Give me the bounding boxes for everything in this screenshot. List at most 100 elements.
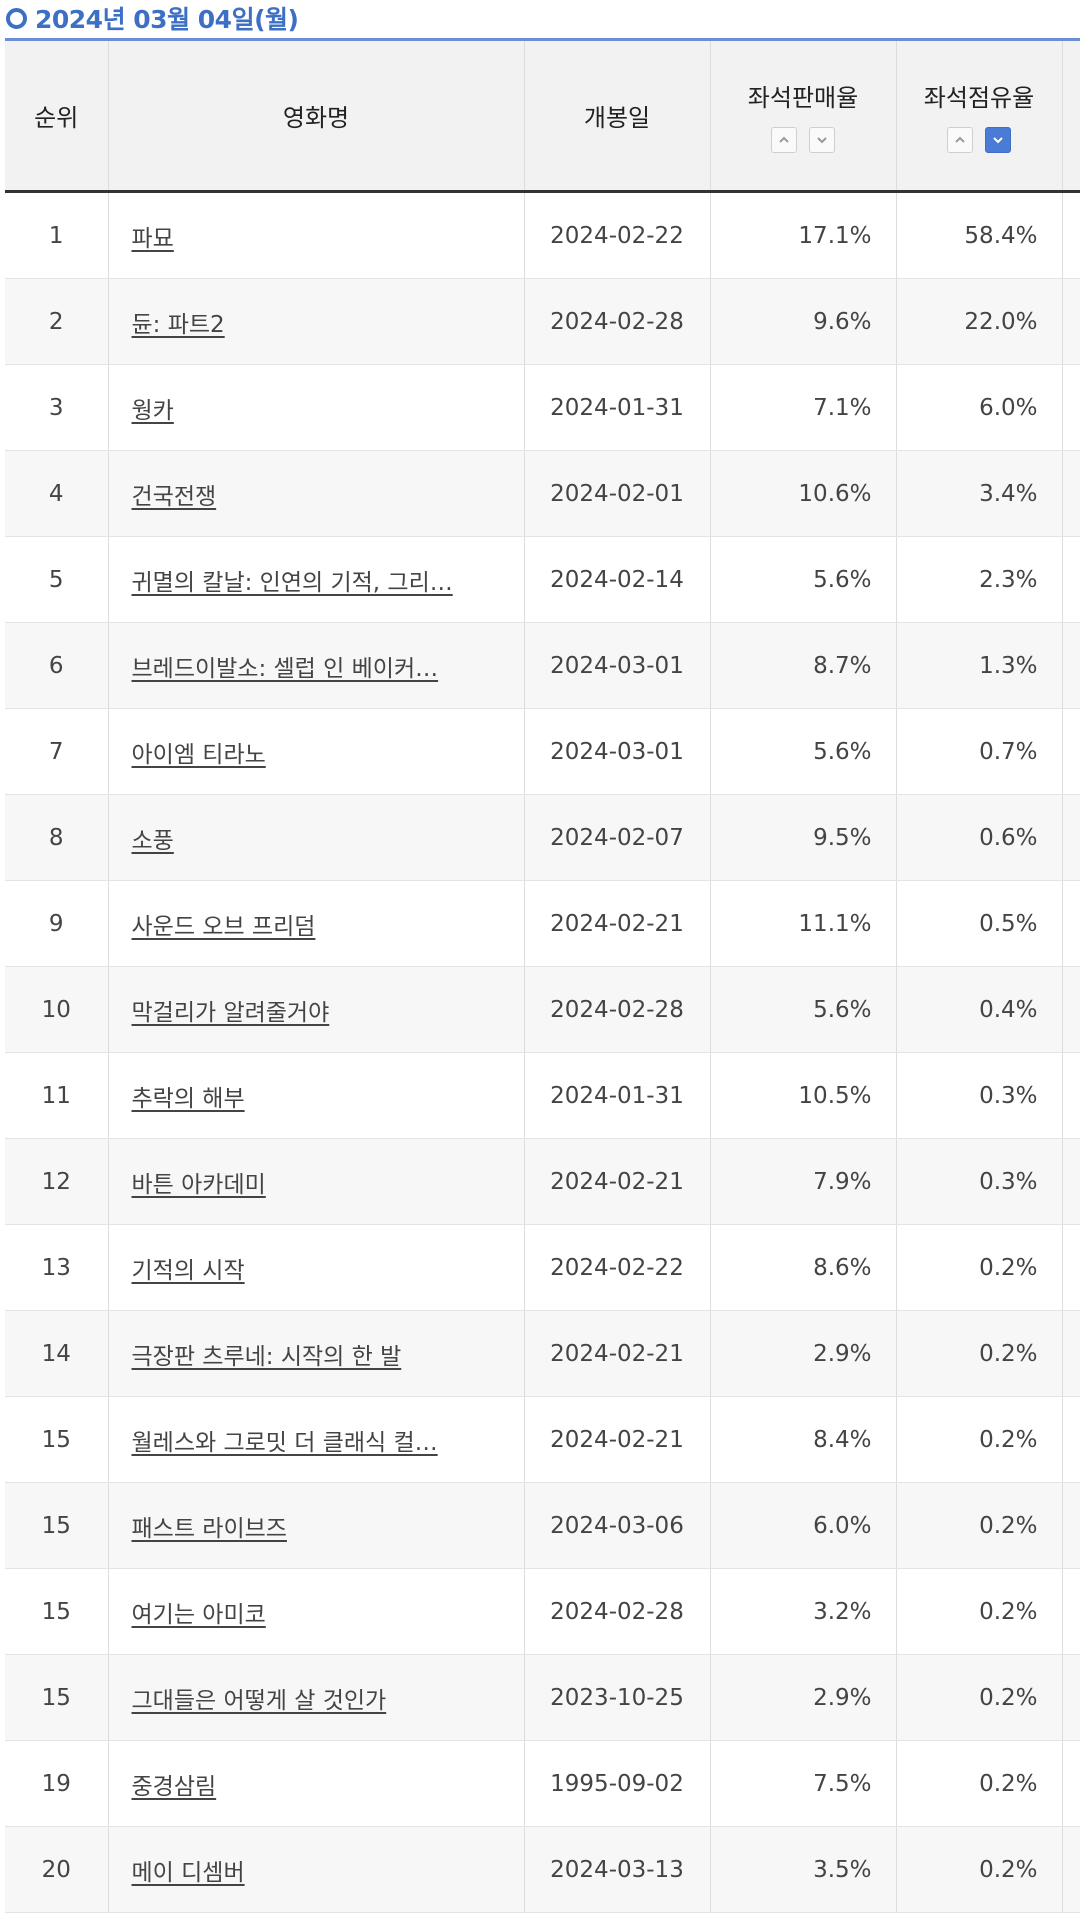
extra-cell bbox=[1062, 622, 1080, 709]
table-row: 15 그대들은 어떻게 살 것인가 2023-10-25 2.9% 0.2% bbox=[5, 1654, 1080, 1741]
extra-cell bbox=[1062, 1826, 1080, 1913]
movie-title-link[interactable]: 월레스와 그로밋 더 클래식 컬… bbox=[131, 1429, 438, 1456]
title-cell: 극장판 츠루네: 시작의 한 발 bbox=[108, 1310, 525, 1397]
release-date-cell: 2024-02-22 bbox=[524, 1224, 711, 1311]
movie-title-link[interactable]: 중경삼림 bbox=[131, 1773, 217, 1800]
movie-title-link[interactable]: 소풍 bbox=[131, 827, 174, 854]
table-row: 11 추락의 해부 2024-01-31 10.5% 0.3% bbox=[5, 1052, 1080, 1139]
movie-title-link[interactable]: 추락의 해부 bbox=[131, 1085, 245, 1112]
table-row: 5 귀멸의 칼날: 인연의 기적, 그리… 2024-02-14 5.6% 2.3% bbox=[5, 536, 1080, 623]
extra-cell bbox=[1062, 536, 1080, 623]
column-header-seat-share-rate: 좌석점유율 bbox=[896, 41, 1063, 193]
movie-title-link[interactable]: 막걸리가 알려줄거야 bbox=[131, 999, 330, 1026]
title-cell: 건국전쟁 bbox=[108, 450, 525, 537]
seat-share-rate-cell: 22.0% bbox=[896, 278, 1063, 365]
rank-cell: 1 bbox=[5, 191, 109, 279]
rank-cell: 3 bbox=[5, 364, 109, 451]
rank-cell: 4 bbox=[5, 450, 109, 537]
title-cell: 귀멸의 칼날: 인연의 기적, 그리… bbox=[108, 536, 525, 623]
movie-title-link[interactable]: 메이 디셈버 bbox=[131, 1859, 245, 1886]
extra-cell bbox=[1062, 880, 1080, 967]
title-cell: 메이 디셈버 bbox=[108, 1826, 525, 1913]
extra-cell bbox=[1062, 794, 1080, 881]
seat-share-rate-cell: 0.4% bbox=[896, 966, 1063, 1053]
release-date-cell: 2024-02-28 bbox=[524, 1568, 711, 1655]
title-cell: 브레드이발소: 셀럽 인 베이커… bbox=[108, 622, 525, 709]
extra-cell bbox=[1062, 1654, 1080, 1741]
movie-title-link[interactable]: 기적의 시작 bbox=[131, 1257, 245, 1284]
movie-title-link[interactable]: 바튼 아카데미 bbox=[131, 1171, 266, 1198]
rank-cell: 12 bbox=[5, 1138, 109, 1225]
seat-share-rate-cell: 0.2% bbox=[896, 1396, 1063, 1483]
extra-cell bbox=[1062, 1052, 1080, 1139]
table-row: 20 메이 디셈버 2024-03-13 3.5% 0.2% bbox=[5, 1826, 1080, 1913]
sort-ascending-button[interactable] bbox=[947, 127, 973, 153]
title-cell: 아이엠 티라노 bbox=[108, 708, 525, 795]
movie-title-link[interactable]: 극장판 츠루네: 시작의 한 발 bbox=[131, 1343, 402, 1370]
movie-title-link[interactable]: 파묘 bbox=[131, 225, 174, 252]
rank-cell: 13 bbox=[5, 1224, 109, 1311]
column-header-seat-sales-rate: 좌석판매율 bbox=[710, 41, 897, 193]
extra-cell bbox=[1062, 708, 1080, 795]
seat-sales-rate-label: 좌석판매율 bbox=[747, 84, 859, 112]
release-date-cell: 2024-03-13 bbox=[524, 1826, 711, 1913]
movie-title-link[interactable]: 건국전쟁 bbox=[131, 483, 217, 510]
extra-cell bbox=[1062, 1224, 1080, 1311]
seat-sales-rate-cell: 7.5% bbox=[710, 1740, 897, 1827]
title-cell: 웡카 bbox=[108, 364, 525, 451]
release-date-cell: 2024-02-22 bbox=[524, 191, 711, 279]
seat-sales-rate-cell: 7.9% bbox=[710, 1138, 897, 1225]
table-row: 7 아이엠 티라노 2024-03-01 5.6% 0.7% bbox=[5, 708, 1080, 795]
movie-title-link[interactable]: 아이엠 티라노 bbox=[131, 741, 266, 768]
table-row: 15 패스트 라이브즈 2024-03-06 6.0% 0.2% bbox=[5, 1482, 1080, 1569]
release-date-cell: 1995-09-02 bbox=[524, 1740, 711, 1827]
movie-title-link[interactable]: 브레드이발소: 셀럽 인 베이커… bbox=[131, 655, 439, 682]
seat-share-rate-cell: 0.2% bbox=[896, 1826, 1063, 1913]
release-date-cell: 2024-03-01 bbox=[524, 708, 711, 795]
table-row: 15 월레스와 그로밋 더 클래식 컬… 2024-02-21 8.4% 0.2% bbox=[5, 1396, 1080, 1483]
title-cell: 그대들은 어떻게 살 것인가 bbox=[108, 1654, 525, 1741]
release-date-cell: 2024-02-01 bbox=[524, 450, 711, 537]
movie-title-link[interactable]: 귀멸의 칼날: 인연의 기적, 그리… bbox=[131, 569, 453, 596]
table-row: 6 브레드이발소: 셀럽 인 베이커… 2024-03-01 8.7% 1.3% bbox=[5, 622, 1080, 709]
movie-title-link[interactable]: 듄: 파트2 bbox=[131, 311, 225, 338]
rank-cell: 14 bbox=[5, 1310, 109, 1397]
movie-title-link[interactable]: 사운드 오브 프리덤 bbox=[131, 913, 316, 940]
title-cell: 파묘 bbox=[108, 191, 525, 279]
seat-sales-rate-cell: 11.1% bbox=[710, 880, 897, 967]
title-cell: 막걸리가 알려줄거야 bbox=[108, 966, 525, 1053]
table-row: 15 여기는 아미코 2024-02-28 3.2% 0.2% bbox=[5, 1568, 1080, 1655]
rank-cell: 7 bbox=[5, 708, 109, 795]
column-header-extra bbox=[1062, 41, 1080, 193]
seat-sales-rate-cell: 8.7% bbox=[710, 622, 897, 709]
seat-sales-rate-cell: 6.0% bbox=[710, 1482, 897, 1569]
sort-descending-button[interactable] bbox=[809, 127, 835, 153]
extra-cell bbox=[1062, 1568, 1080, 1655]
sort-descending-button-active[interactable] bbox=[985, 127, 1011, 153]
release-date-cell: 2024-02-21 bbox=[524, 1310, 711, 1397]
movie-title-link[interactable]: 여기는 아미코 bbox=[131, 1601, 266, 1628]
seat-sales-rate-cell: 5.6% bbox=[710, 536, 897, 623]
table-row: 13 기적의 시작 2024-02-22 8.6% 0.2% bbox=[5, 1224, 1080, 1311]
release-date-cell: 2024-02-21 bbox=[524, 1138, 711, 1225]
table-row: 10 막걸리가 알려줄거야 2024-02-28 5.6% 0.4% bbox=[5, 966, 1080, 1053]
seat-sales-rate-cell: 5.6% bbox=[710, 708, 897, 795]
extra-cell bbox=[1062, 278, 1080, 365]
movie-title-link[interactable]: 그대들은 어떻게 살 것인가 bbox=[131, 1687, 387, 1714]
extra-cell bbox=[1062, 1740, 1080, 1827]
movie-title-link[interactable]: 웡카 bbox=[131, 397, 174, 424]
seat-share-rate-cell: 0.3% bbox=[896, 1052, 1063, 1139]
extra-cell bbox=[1062, 364, 1080, 451]
movie-title-link[interactable]: 패스트 라이브즈 bbox=[131, 1515, 287, 1542]
extra-cell bbox=[1062, 1138, 1080, 1225]
seat-sales-rate-cell: 17.1% bbox=[710, 191, 897, 279]
column-header-rank: 순위 bbox=[5, 41, 109, 193]
table-row: 8 소풍 2024-02-07 9.5% 0.6% bbox=[5, 794, 1080, 881]
title-cell: 월레스와 그로밋 더 클래식 컬… bbox=[108, 1396, 525, 1483]
seat-share-rate-cell: 0.2% bbox=[896, 1740, 1063, 1827]
seat-share-rate-cell: 3.4% bbox=[896, 450, 1063, 537]
date-label: 2024년 03월 04일(월) bbox=[35, 5, 299, 34]
release-date-cell: 2024-02-07 bbox=[524, 794, 711, 881]
seat-share-rate-cell: 0.2% bbox=[896, 1310, 1063, 1397]
sort-ascending-button[interactable] bbox=[771, 127, 797, 153]
